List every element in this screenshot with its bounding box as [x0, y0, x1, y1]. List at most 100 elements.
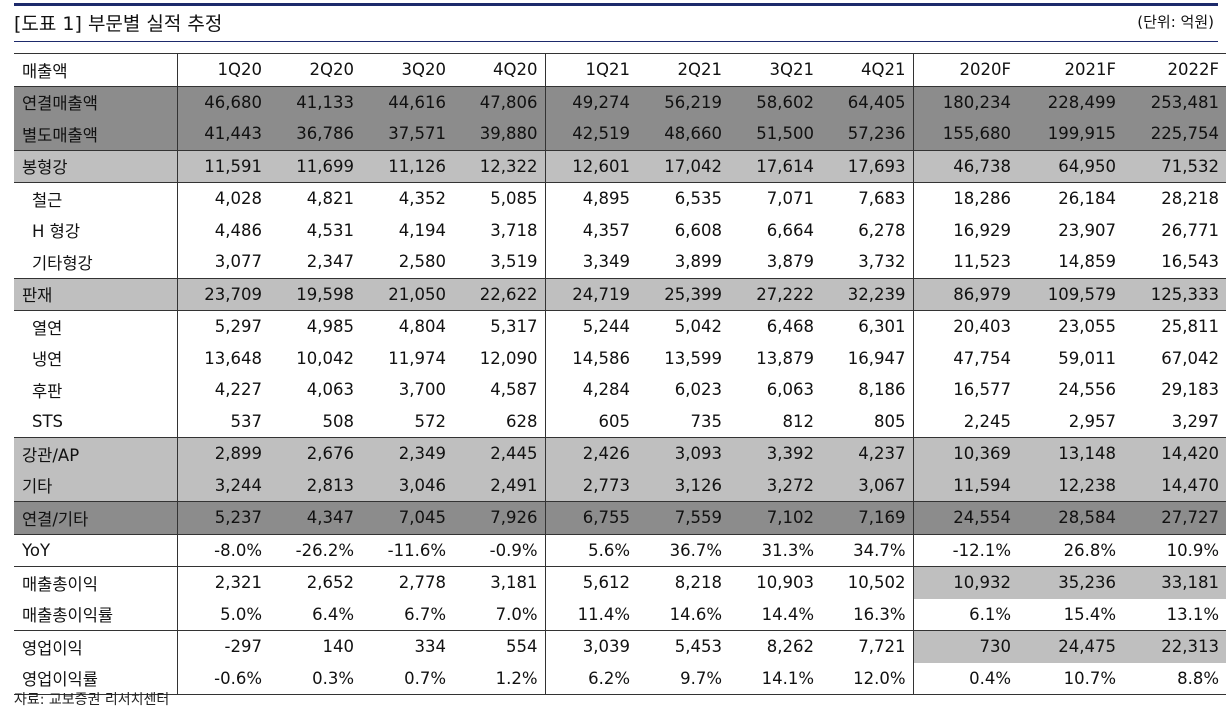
value-cell: 4,194: [398, 220, 446, 240]
value-cell: 26,184: [1018, 182, 1123, 215]
header-cell: 2022F: [1123, 53, 1226, 87]
value-cell: 4,352: [361, 182, 453, 215]
value-cell: 16,929: [912, 214, 1018, 246]
table-row: 영업이익률 -0.6% 0.3% 0.7% 1.2% 6.2% 9.7% 14.1% 12.0%…: [14, 662, 1226, 695]
value-cell: 14,859: [1058, 252, 1116, 272]
value-cell: 4,486: [176, 214, 269, 246]
value-cell: 812: [782, 411, 815, 431]
value-cell: 15.4%: [1063, 604, 1116, 624]
value-cell: 26,771: [1161, 220, 1219, 240]
value-cell: 56,219: [637, 86, 729, 118]
value-cell: 32,239: [821, 277, 913, 311]
value-cell: 253,481: [1123, 86, 1226, 118]
row-label: 철근: [14, 182, 177, 215]
value-cell: 10,042: [296, 348, 354, 368]
value-cell: 6.1%: [912, 598, 1018, 631]
value-cell: 228,499: [1018, 86, 1123, 118]
header-label: 매출액: [14, 53, 177, 87]
value-cell: 29,183: [1161, 380, 1219, 400]
value-cell: 71,532: [1123, 149, 1226, 183]
value-cell: 4,804: [361, 310, 453, 343]
value-cell: 3,272: [729, 469, 821, 502]
source-note: 자료: 교보증권 리서치센터: [14, 692, 170, 708]
value-cell: 37,571: [361, 118, 453, 150]
row-label: 강관/AP: [14, 437, 177, 470]
value-cell: -11.6%: [361, 533, 453, 567]
value-cell: 10,903: [729, 566, 821, 599]
value-cell: 2,580: [398, 252, 446, 272]
table-row: 연결/기타 5,237 4,347 7,045 7,926 6,755 7,559 7,102…: [14, 501, 1226, 534]
value-cell: 16,543: [1161, 252, 1219, 272]
value-cell: 36.7%: [637, 533, 729, 567]
row-label: 판재: [14, 277, 177, 311]
value-cell: 2,349: [361, 437, 453, 470]
value-cell: 12,601: [544, 149, 637, 183]
table-row: H 형강 4,486 4,531 4,194 3,718 4,357 6,608 6,664 6…: [14, 214, 1226, 246]
value-cell: 2,445: [453, 437, 545, 470]
value-cell: 39,880: [453, 118, 545, 150]
table-row: 매출총이익 2,321 2,652 2,778 3,181 5,612 8,218 10,90…: [14, 566, 1226, 599]
value-cell: 57,236: [821, 118, 913, 150]
value-cell: 6,063: [766, 380, 814, 400]
table-title: [도표 1] 부문별 실적 추정: [14, 13, 223, 35]
value-cell: 735: [690, 411, 723, 431]
value-cell: 5,085: [453, 182, 545, 215]
table-row: 봉형강 11,591 11,699 11,126 12,322 12,601 17,042 1…: [14, 149, 1226, 183]
value-cell: 8,262: [729, 630, 821, 663]
header-cell: 1Q20: [176, 53, 269, 87]
header-cell: 4Q21: [821, 53, 913, 87]
value-cell: -0.6%: [176, 662, 269, 695]
header-cell: 1Q21: [544, 53, 637, 87]
value-cell: 28,218: [1123, 182, 1226, 215]
row-label: H 형강: [32, 222, 81, 242]
value-cell: 125,333: [1123, 277, 1226, 311]
header-cell: 3Q21: [729, 53, 821, 87]
value-cell: 3,392: [729, 437, 821, 470]
value-cell: 6,278: [858, 220, 906, 240]
value-cell: 225,754: [1123, 118, 1226, 150]
value-cell: 7,045: [361, 501, 453, 534]
value-cell: 16,577: [912, 374, 1018, 406]
value-cell: 3,519: [490, 252, 538, 272]
value-cell: 2,676: [269, 437, 361, 470]
row-label: 봉형강: [14, 149, 177, 183]
table-row: 후판 4,227 4,063 3,700 4,587 4,284 6,023 6,063 8,1…: [14, 374, 1226, 406]
value-cell: 24,554: [912, 501, 1018, 534]
value-cell: 18,286: [912, 182, 1018, 215]
table-row: 매출총이익률 5.0% 6.4% 6.7% 7.0% 11.4% 14.6% 14.4% 16.…: [14, 598, 1226, 631]
header-cell: 2021F: [1018, 53, 1123, 87]
value-cell: 48,660: [637, 118, 729, 150]
value-cell: 26.8%: [1018, 533, 1123, 567]
value-cell: 6.7%: [404, 604, 446, 624]
value-cell: 16,947: [847, 348, 906, 368]
table-row: 별도매출액 41,443 36,786 37,571 39,880 42,519 48,66…: [14, 118, 1226, 150]
value-cell: 6,664: [766, 220, 814, 240]
table-row: 영업이익 -297 140 334 554 3,039 5,453 8,262 7,721 730…: [14, 630, 1226, 663]
value-cell: 7,559: [637, 501, 729, 534]
value-cell: 5,244: [544, 310, 637, 343]
row-label: 영업이익: [14, 630, 177, 663]
value-cell: 28,584: [1018, 501, 1123, 534]
title-bottom-rule: [14, 41, 1218, 42]
table-row: YoY -8.0% -26.2% -11.6% -0.9% 5.6% 36.7% 31.3% 3…: [14, 533, 1226, 567]
value-cell: 31.3%: [729, 533, 821, 567]
value-cell: 3,879: [766, 252, 814, 272]
value-cell: 10,502: [821, 566, 913, 599]
value-cell: 2,321: [176, 566, 269, 599]
table-row: 기타형강 3,077 2,347 2,580 3,519 3,349 3,899 3,879 3…: [14, 246, 1226, 278]
title-top-rule: [14, 3, 1218, 6]
value-cell: 572: [414, 411, 447, 431]
table-row: STS 537 508 572 628 605 735 812 805 2,245 2,957 3,2…: [14, 405, 1226, 438]
value-cell: 8,186: [858, 380, 906, 400]
table-row: 철근 4,028 4,821 4,352 5,085 4,895 6,535 7,071 7,6…: [14, 182, 1226, 215]
value-cell: 4,531: [306, 220, 354, 240]
value-cell: 4,237: [821, 437, 913, 470]
unit-note: (단위: 억원): [1137, 13, 1214, 31]
value-cell: 11,591: [176, 149, 269, 183]
table-row: 열연 5,297 4,985 4,804 5,317 5,244 5,042 6,468 6,3…: [14, 310, 1226, 343]
header-cell: 2020F: [912, 53, 1018, 87]
value-cell: 5.0%: [176, 598, 269, 631]
value-cell: 46,680: [176, 86, 269, 118]
table-row: 냉연 13,648 10,042 11,974 12,090 14,586 13,599 13…: [14, 342, 1226, 374]
row-label: 영업이익률: [14, 662, 177, 695]
